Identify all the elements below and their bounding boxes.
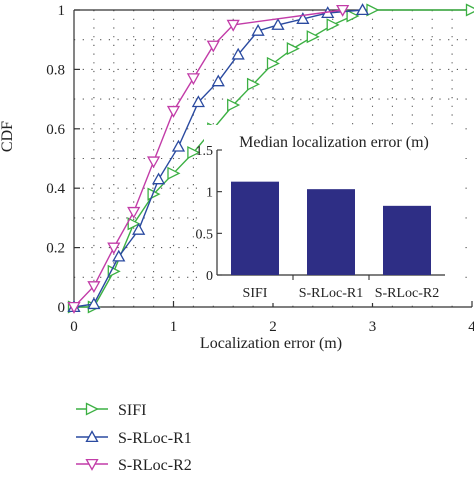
data-point-marker — [367, 5, 378, 16]
y-tick-label: 0 — [58, 300, 66, 316]
legend-item: S-RLoc-R2 — [76, 457, 192, 474]
inset-category-label: S-RLoc-R2 — [375, 286, 440, 301]
legend-item: SIFI — [76, 402, 146, 419]
legend-marker — [87, 404, 98, 415]
inset-title: Median localization error (m) — [239, 134, 429, 151]
data-point-marker — [173, 141, 184, 151]
inset-category-label: S-RLoc-R1 — [299, 286, 364, 301]
inset-bar — [231, 182, 279, 275]
data-point-marker — [153, 174, 164, 184]
inset-y-tick-label: 1.5 — [196, 144, 214, 159]
data-point-marker — [467, 5, 474, 16]
legend-label: S-RLoc-R2 — [118, 457, 192, 474]
y-tick-label: 0.2 — [46, 241, 65, 257]
x-tick-label: 1 — [170, 319, 178, 335]
y-axis-title: CDF — [0, 121, 16, 152]
data-point-marker — [307, 31, 318, 42]
inset-bar — [383, 206, 431, 275]
legend-label: S-RLoc-R1 — [118, 430, 192, 447]
inset-bar — [307, 189, 355, 275]
x-tick-label: 3 — [369, 319, 377, 335]
x-axis-title: Localization error (m) — [200, 335, 342, 352]
y-tick-label: 0.6 — [46, 122, 65, 138]
y-tick-label: 0.4 — [46, 181, 65, 197]
inset-bar-chart: Median localization error (m) 0 0.5 1 1.5 SIF… — [196, 125, 465, 303]
data-point-marker — [168, 107, 179, 117]
data-point-marker — [287, 43, 298, 54]
legend-label: SIFI — [118, 402, 146, 419]
y-tick-label: 0.8 — [46, 62, 65, 78]
y-tick-label: 1 — [58, 3, 66, 19]
legend-item: S-RLoc-R1 — [76, 430, 192, 447]
legend: SIFI S-RLoc-R1 S-RLoc-R2 — [76, 402, 192, 474]
inset-y-tick-label: 0 — [206, 269, 213, 284]
inset-category-label: SIFI — [243, 286, 268, 301]
data-point-marker — [208, 41, 219, 51]
data-point-marker — [188, 74, 199, 84]
data-point-marker — [128, 208, 139, 218]
data-point-marker — [148, 157, 159, 167]
x-tick-label: 0 — [70, 319, 78, 335]
x-tick-label: 2 — [269, 319, 277, 335]
x-tick-label: 4 — [468, 319, 474, 335]
inset-y-tick-label: 1 — [206, 186, 213, 201]
data-point-marker — [327, 19, 338, 30]
inset-y-tick-label: 0.5 — [196, 227, 214, 242]
data-point-marker — [268, 58, 279, 69]
